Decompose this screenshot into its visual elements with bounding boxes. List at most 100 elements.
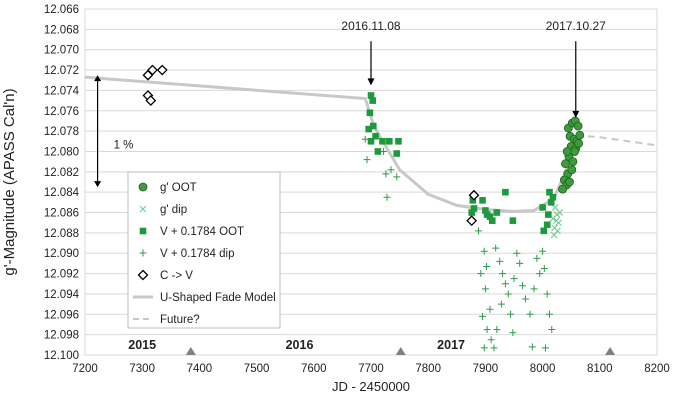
data-point [504,290,512,298]
data-point [367,92,375,99]
data-point [549,193,557,201]
data-point [393,173,401,181]
data-point [540,227,548,235]
data-point [545,211,552,218]
data-point [548,326,556,334]
data-point [369,97,377,104]
data-point [536,270,544,278]
data-point [502,188,509,196]
legend: g' OOT g' dip V + 0.1784 OOT V + 0.1784 dip… [127,171,281,329]
data-point [530,285,538,293]
data-point [541,344,549,352]
data-point [483,262,491,270]
data-point [497,300,505,308]
data-point [526,310,534,318]
y-tick-label: 12.078 [44,126,79,138]
legend-label: V + 0.1784 dip [160,248,235,260]
data-point [383,193,391,201]
data-point [574,138,584,148]
plot-area-frame [84,8,658,356]
data-point [493,209,501,216]
data-point [509,329,517,337]
data-point [543,290,551,298]
data-point [475,227,483,235]
data-points [142,64,585,352]
data-point [147,64,158,76]
y-tick-label: 12.090 [44,248,79,260]
data-point [469,197,477,204]
data-point [369,122,377,130]
data-point [570,147,580,156]
data-point [470,205,478,212]
data-point [552,217,560,225]
legend-swatch [139,227,147,235]
y-tick-label: 12.074 [44,85,80,97]
y-tick-label: 12.080 [44,146,79,158]
data-point [509,217,517,224]
data-point [374,148,382,155]
legend-label: C -> V [160,270,193,282]
bracket-arrowhead-top [94,75,102,82]
x-tick-label: 8200 [644,363,670,375]
data-point [145,95,157,107]
legend-box [127,171,281,329]
data-point [519,282,527,290]
data-point [507,310,515,318]
year-label: 2016 [286,338,314,352]
data-point [479,312,487,320]
legend-label: g' dip [160,204,187,216]
year-marker-triangle [185,347,196,355]
data-point [380,147,388,155]
data-point [510,275,518,283]
data-point [386,137,393,145]
bracket-arrowhead-bottom [94,181,102,188]
x-axis-title: JD - 2450000 [332,379,410,394]
data-point [379,137,386,145]
data-point [547,199,555,206]
y-axis-title: g'-Magnitude (APASS Cal'n) [1,88,18,275]
data-point [562,147,572,156]
x-tick-label: 8000 [530,363,556,375]
legend-swatch [139,249,147,257]
data-point [361,135,369,143]
x-tick-label: 7300 [129,363,155,375]
data-point [516,259,524,267]
year-label: 2015 [128,338,156,352]
data-point [468,189,480,201]
data-point [546,188,553,196]
data-point [501,280,509,288]
x-tick-labels: 7200 7300 7400 7500 7600 7700 7800 7900 8000 8100… [72,363,670,375]
data-point [487,336,495,344]
y-tick-labels: 12.066 12.068 12.070 12.072 12.074 12.076 12.0… [44,4,80,362]
data-point [479,197,486,204]
data-point [550,231,558,239]
data-point [468,209,475,216]
y-tick-label: 12.096 [44,309,79,321]
data-point [567,165,577,175]
data-point [466,215,478,227]
legend-label: Future? [160,314,200,326]
data-point [513,249,521,257]
data-point [528,343,536,351]
legend-swatch [139,205,147,213]
y-tick-label: 12.086 [44,208,79,220]
data-point [481,285,489,293]
data-point [533,254,541,262]
future-line [575,134,658,147]
annotation-label: 2016.11.08 [341,19,400,33]
data-point [540,265,548,272]
data-point [558,184,568,194]
annotation-arrowhead [367,78,375,86]
data-point [393,150,401,157]
data-point [365,125,373,133]
y-tick-label: 12.082 [44,167,79,179]
annotations: 2016.11.08 2017.10.27 1 % [94,19,606,188]
year-marker-triangle [395,347,406,355]
legend-swatch [137,269,149,281]
data-point [490,344,498,352]
y-tick-label: 12.088 [44,228,79,240]
data-point [363,156,371,164]
x-tick-label: 7400 [187,363,213,375]
y-tick-label: 12.072 [44,65,79,77]
data-point [521,295,529,303]
